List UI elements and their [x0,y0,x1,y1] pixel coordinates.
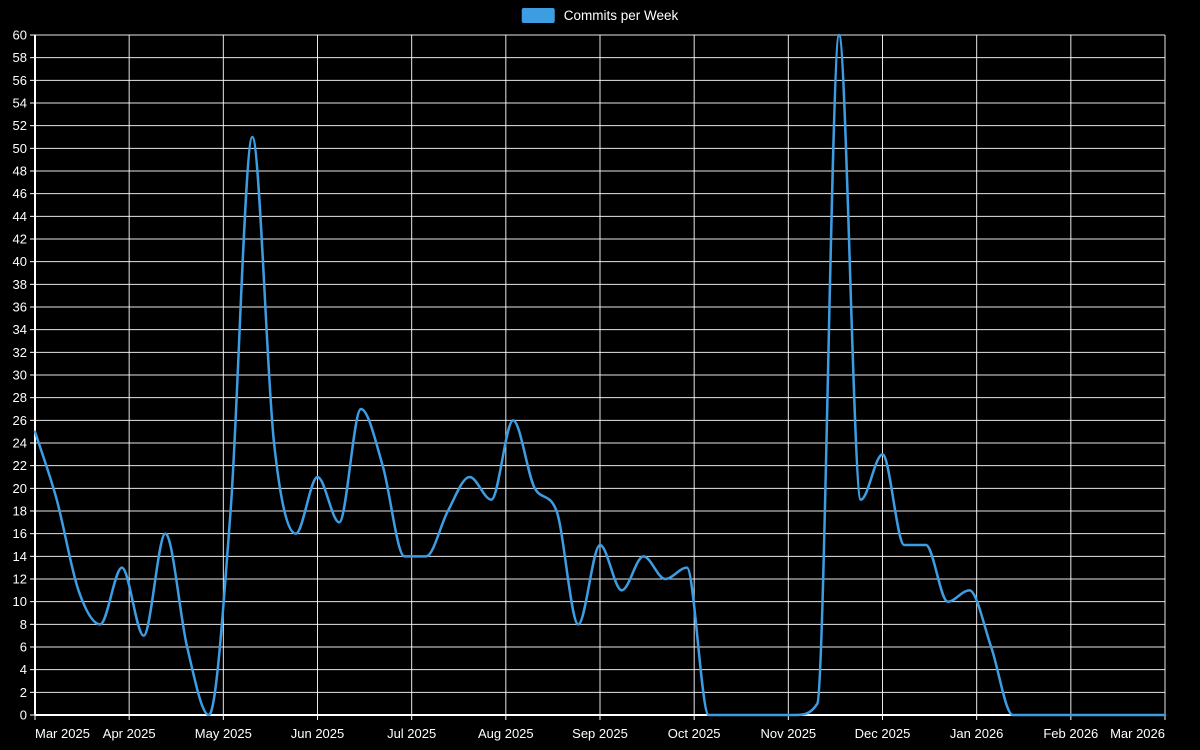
axes [30,34,1166,720]
svg-text:22: 22 [13,458,27,473]
svg-text:36: 36 [13,300,27,315]
svg-text:50: 50 [13,141,27,156]
svg-text:56: 56 [13,73,27,88]
svg-text:Mar 2025: Mar 2025 [35,726,90,741]
x-axis-labels: Mar 2025 Apr 2025 May 2025 Jun 2025 Jul 2025… [35,726,1165,741]
svg-text:Jul 2025: Jul 2025 [387,726,436,741]
svg-text:6: 6 [20,640,27,655]
svg-text:44: 44 [13,209,27,224]
svg-text:20: 20 [13,481,27,496]
svg-text:48: 48 [13,164,27,179]
commits-line [33,33,1167,717]
svg-text:58: 58 [13,50,27,65]
svg-text:2: 2 [20,685,27,700]
svg-text:34: 34 [13,322,27,337]
svg-text:16: 16 [13,526,27,541]
svg-text:52: 52 [13,118,27,133]
gridlines [34,34,1166,716]
svg-text:Feb 2026: Feb 2026 [1043,726,1098,741]
legend-swatch-icon [521,8,555,23]
chart-legend-item[interactable]: Commits per Week [521,8,679,23]
svg-text:Apr 2025: Apr 2025 [103,726,156,741]
svg-text:0: 0 [20,708,27,723]
svg-text:Aug 2025: Aug 2025 [478,726,534,741]
svg-text:Nov 2025: Nov 2025 [761,726,817,741]
svg-text:26: 26 [13,413,27,428]
svg-text:Sep 2025: Sep 2025 [572,726,628,741]
svg-text:38: 38 [13,277,27,292]
svg-text:8: 8 [20,617,27,632]
svg-text:Dec 2025: Dec 2025 [855,726,911,741]
svg-text:24: 24 [13,436,27,451]
svg-text:May 2025: May 2025 [195,726,252,741]
svg-text:42: 42 [13,232,27,247]
y-axis-labels: 0246810121416182022242628303234363840424… [13,28,27,723]
svg-text:60: 60 [13,28,27,43]
svg-text:14: 14 [13,549,27,564]
svg-text:32: 32 [13,345,27,360]
svg-text:Mar 2026: Mar 2026 [1110,726,1165,741]
svg-text:12: 12 [13,572,27,587]
svg-text:40: 40 [13,254,27,269]
svg-text:10: 10 [13,594,27,609]
svg-text:Oct 2025: Oct 2025 [668,726,721,741]
data-series [33,33,1167,717]
svg-text:46: 46 [13,186,27,201]
svg-text:54: 54 [13,96,27,111]
svg-text:Jan 2026: Jan 2026 [950,726,1004,741]
svg-text:28: 28 [13,390,27,405]
svg-text:4: 4 [20,662,27,677]
svg-text:30: 30 [13,368,27,383]
legend-label: Commits per Week [563,8,679,23]
svg-text:Jun 2025: Jun 2025 [291,726,345,741]
svg-text:18: 18 [13,504,27,519]
